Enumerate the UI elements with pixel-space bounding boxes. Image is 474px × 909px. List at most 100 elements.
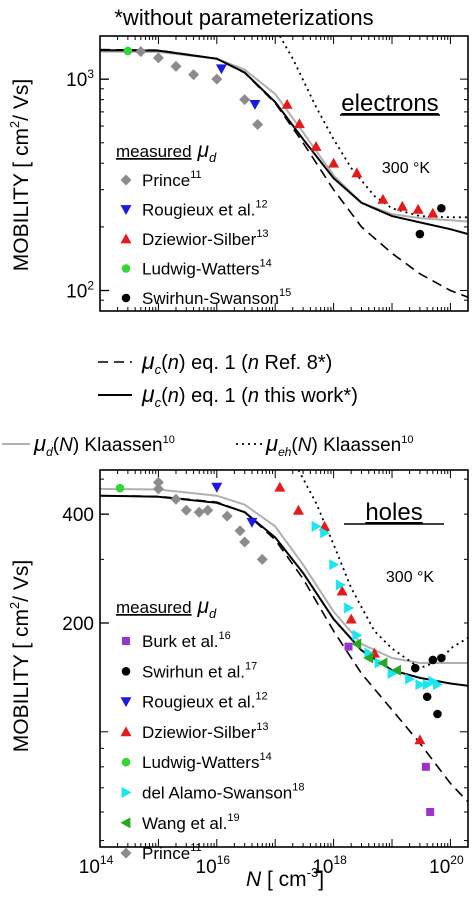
curve-legend-sub: c bbox=[155, 395, 162, 410]
curve-legend-text: μd(N) Klaassen10 bbox=[33, 431, 175, 459]
x-tick-base: 10 bbox=[79, 857, 100, 878]
curve-legend-arg: n bbox=[168, 385, 179, 407]
data-point bbox=[422, 679, 433, 691]
x-tick-base: 10 bbox=[429, 857, 450, 878]
y-axis-label: MOBILITY [ cm2/ Vs] bbox=[7, 79, 33, 271]
y-axis-unit-sup: 2 bbox=[7, 121, 22, 128]
panel-label: holes bbox=[365, 499, 422, 526]
data-points bbox=[123, 46, 446, 239]
x-tick-label: 1016 bbox=[196, 853, 231, 878]
x-axis-unit-close: ] bbox=[318, 868, 324, 891]
curve-legend-desc: ) eq. 1 ( bbox=[179, 385, 248, 407]
curve-legend-symbol: μ bbox=[265, 431, 278, 456]
data-point bbox=[377, 193, 389, 204]
y-axis-main: MOBILITY bbox=[10, 654, 33, 752]
y-tick-label: 400 bbox=[62, 505, 94, 526]
curve-legend-text: μc(n) eq. 1 (n Ref. 8*) bbox=[141, 348, 332, 377]
legend-entry: Ludwig-Watters14 bbox=[142, 751, 272, 772]
y-axis-unit-close: / Vs] bbox=[10, 560, 33, 602]
legend-entry-ref: 13 bbox=[256, 228, 268, 240]
data-point bbox=[239, 536, 251, 548]
curve-legend-paren: ( bbox=[161, 385, 168, 407]
data-point bbox=[415, 229, 425, 239]
curve-legend-ref: 10 bbox=[163, 434, 175, 446]
curve-gray bbox=[100, 487, 468, 664]
curve-legend-sub: eh bbox=[278, 445, 292, 459]
legend-entry-name: del Alamo-Swanson bbox=[142, 784, 292, 803]
legend-title-word: measured bbox=[116, 142, 192, 161]
curve-legend-arg: N bbox=[298, 435, 312, 456]
legend-entry-ref: 18 bbox=[292, 782, 304, 794]
header-note: *without parameterizations bbox=[114, 5, 373, 30]
data-point bbox=[428, 655, 438, 665]
data-point bbox=[202, 504, 214, 516]
data-point bbox=[152, 52, 164, 64]
legend-title-symbol: μ bbox=[192, 139, 210, 162]
data-point bbox=[414, 734, 426, 745]
curve-legend-symbol: μ bbox=[141, 381, 155, 407]
data-point bbox=[396, 200, 408, 211]
curve-legend-paren: ( bbox=[53, 435, 60, 456]
data-point bbox=[387, 667, 398, 679]
data-point bbox=[377, 657, 388, 669]
legend-marker bbox=[121, 787, 132, 798]
legend-entry-name: Rougieux et al. bbox=[142, 201, 255, 220]
legend-entry: Prince11 bbox=[142, 169, 202, 190]
curve-legend-arg: N bbox=[59, 435, 73, 456]
x-axis-unit-sup: -3 bbox=[307, 865, 319, 880]
legend-marker bbox=[120, 233, 132, 244]
legend-entry-name: Dziewior-Silber bbox=[142, 723, 257, 742]
y-tick-label: 200 bbox=[62, 614, 94, 635]
legend-marker bbox=[120, 697, 132, 708]
data-point bbox=[234, 525, 246, 537]
legend-entry-name: Burk et al. bbox=[142, 632, 219, 651]
data-point bbox=[211, 482, 223, 493]
legend-entry-ref: 15 bbox=[279, 287, 291, 299]
data-point bbox=[274, 481, 286, 492]
curve-legend-desc: ) Klaassen bbox=[73, 435, 163, 456]
data-point bbox=[170, 60, 182, 72]
legend-title-sub: d bbox=[209, 150, 217, 165]
y-axis-unit: [ cm bbox=[10, 609, 33, 655]
data-point bbox=[246, 517, 258, 528]
legend-entry-ref: 16 bbox=[219, 630, 231, 642]
y-tick-label: 102 bbox=[66, 279, 94, 303]
data-point bbox=[281, 98, 293, 109]
data-point bbox=[427, 207, 439, 218]
legend-entry: Prince11 bbox=[142, 842, 202, 863]
curve-legend-ref: 10 bbox=[401, 434, 413, 446]
legend-title-word: measured bbox=[116, 598, 192, 617]
legend-entry-ref: 12 bbox=[255, 199, 267, 211]
data-point bbox=[421, 762, 430, 771]
data-point bbox=[351, 638, 362, 650]
y-tick-base: 10 bbox=[66, 70, 87, 91]
x-axis-label: N [ cm-3] bbox=[246, 865, 324, 891]
curve-legend-arg2: n bbox=[248, 352, 259, 374]
data-point bbox=[344, 642, 353, 651]
data-point bbox=[410, 663, 420, 673]
curve-legend-desc2: this work*) bbox=[259, 385, 358, 407]
curve-gray bbox=[100, 50, 468, 223]
legend-entry-name: Dziewior-Silber bbox=[142, 230, 257, 249]
legend-entry-name: Swirhun-Swanson bbox=[142, 289, 279, 308]
data-point bbox=[193, 506, 205, 518]
legend-marker bbox=[121, 293, 131, 303]
y-axis-unit: [ cm bbox=[10, 128, 33, 174]
data-point bbox=[221, 510, 233, 522]
legend-entry: del Alamo-Swanson18 bbox=[142, 782, 305, 803]
legend-title-sub: d bbox=[209, 606, 217, 621]
data-point bbox=[437, 653, 446, 663]
legend-entry: Burk et al.16 bbox=[142, 630, 231, 651]
data-point bbox=[437, 203, 446, 213]
data-point bbox=[311, 520, 322, 532]
data-point bbox=[152, 483, 164, 495]
curve-legend-arg2: n bbox=[248, 385, 259, 407]
data-point bbox=[351, 167, 363, 178]
data-point bbox=[188, 69, 200, 81]
data-point bbox=[329, 559, 340, 571]
x-axis-symbol: N bbox=[246, 868, 262, 891]
curve-dotted bbox=[279, 36, 468, 219]
legend-marker bbox=[121, 264, 131, 273]
